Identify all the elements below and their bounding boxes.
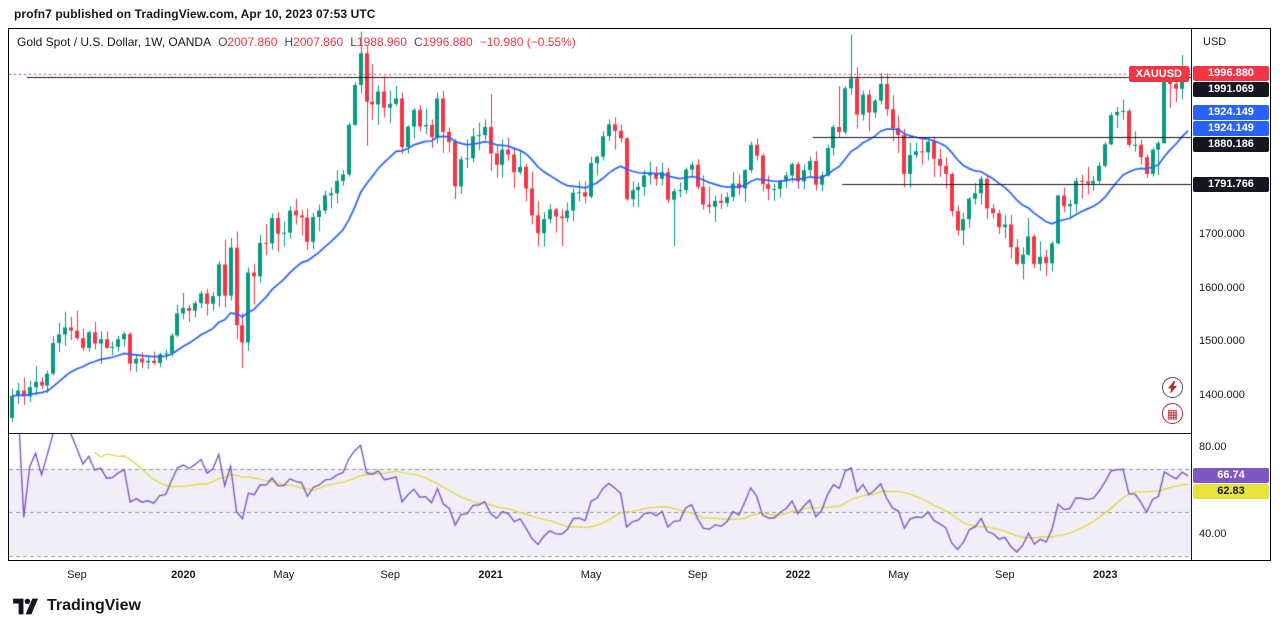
time-label: 2020 [171,569,196,581]
time-label: 2022 [785,569,811,581]
price-axis[interactable]: USD 1700.000 1600.000 1500.000 1400.000 1996… [1191,29,1270,560]
time-label: Sep [995,569,1015,581]
price-tick: 1400.000 [1199,389,1245,402]
low-label: L [350,35,357,49]
flash-icon[interactable] [1162,377,1183,398]
currency-label: USD [1203,36,1227,48]
attribution-text: profn7 published on TradingView.com, Apr… [14,7,376,21]
price-tick: 1500.000 [1199,335,1245,348]
symbol-price-badge: XAUUSD [1128,65,1189,82]
time-label: 2021 [478,569,503,581]
rsi-tick: 40.00 [1199,527,1227,540]
time-axis[interactable]: Sep 2020 May Sep 2021 May Sep 2022 May Sep 2023 [8,562,1271,588]
time-label: Sep [687,569,708,581]
time-label: Sep [67,569,87,581]
tradingview-brand-text: TradingView [47,597,141,614]
high-label: H [284,35,294,49]
symbol-title[interactable]: Gold Spot / U.S. Dollar, 1W, OANDA [17,35,212,49]
time-label: May [888,569,909,581]
price-tick: 1600.000 [1199,281,1245,294]
price-pane-canvas[interactable] [9,29,1191,433]
rsi-tick: 80.00 [1199,441,1227,454]
price-badge-drawn-line: 1880.186 [1193,137,1269,153]
time-label: Sep [380,569,400,581]
pane-icons: ▦ [1162,377,1183,424]
high-value: 2007.860 [293,35,344,49]
footer-brand[interactable]: TradingView [13,597,141,615]
price-badge-ma: 1924.149 [1193,105,1269,121]
close-value: 1996.880 [422,35,473,49]
main-price-pane[interactable]: Gold Spot / U.S. Dollar, 1W, OANDA O2007.… [9,29,1191,433]
grid-glyph: ▦ [1166,406,1179,421]
rsi-badge: 62.83 [1193,484,1269,500]
rsi-badge: 66.74 [1193,468,1269,484]
price-badge-drawn-line: 1791.766 [1193,176,1269,192]
price-badge-drawn-line: 1991.069 [1193,82,1269,98]
open-value: 2007.860 [227,35,278,49]
change-value: −10.980 (−0.55%) [479,35,576,49]
close-label: C [413,35,423,49]
price-badge-last-price: 1996.880 [1193,66,1269,82]
time-label: 2023 [1093,569,1118,581]
rsi-pane-canvas[interactable] [9,434,1191,560]
price-badge-ma: 1924.149 [1193,121,1269,137]
pane-separator[interactable] [9,433,1270,434]
open-label: O [218,35,228,49]
symbol-legend[interactable]: Gold Spot / U.S. Dollar, 1W, OANDA O2007.… [17,35,576,49]
time-label: May [273,569,295,581]
chart-frame: Gold Spot / U.S. Dollar, 1W, OANDA O2007.… [8,28,1271,561]
low-value: 1988.960 [356,35,407,49]
time-label: May [580,569,602,581]
tradingview-logo-icon [13,598,39,614]
rsi-pane[interactable] [9,434,1191,560]
price-tick: 1700.000 [1199,227,1245,240]
ideas-grid-icon[interactable]: ▦ [1162,403,1183,424]
